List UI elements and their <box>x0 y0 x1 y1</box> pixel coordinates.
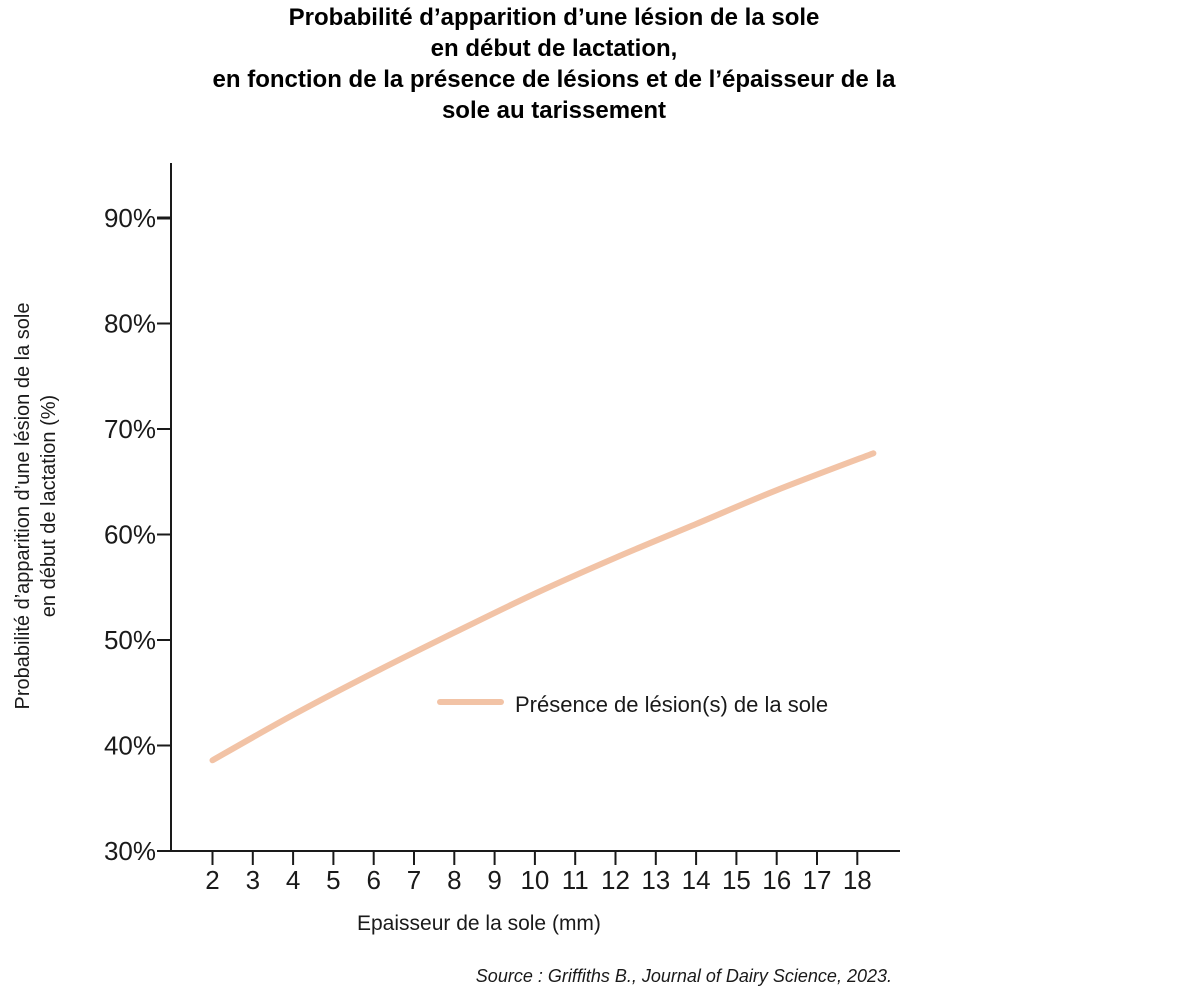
x-tick-label: 13 <box>641 865 670 895</box>
legend: Présence de lésion(s) de la sole <box>437 692 828 717</box>
x-tick-label: 10 <box>520 865 549 895</box>
y-axis-label-line: Probabilité d’apparition d’une lésion de… <box>12 302 34 710</box>
x-tick-label: 3 <box>246 865 260 895</box>
series-line <box>209 450 877 764</box>
y-axis-label-line: en début de lactation (%) <box>38 394 60 618</box>
x-tick-label: 2 <box>205 865 219 895</box>
y-tick-label: 90% <box>104 203 156 233</box>
x-tick-label: 14 <box>682 865 711 895</box>
x-tick-label: 15 <box>722 865 751 895</box>
y-tick-label: 40% <box>104 731 156 761</box>
axes <box>170 163 900 852</box>
x-tick-label: 4 <box>286 865 300 895</box>
legend-label: Présence de lésion(s) de la sole <box>515 692 828 717</box>
x-tick-label: 5 <box>326 865 340 895</box>
title-line: sole au tarissement <box>441 97 667 124</box>
title-line: en fonction de la présence de lésions et… <box>212 66 896 93</box>
x-tick-label: 17 <box>803 865 832 895</box>
x-tick-label: 7 <box>407 865 421 895</box>
x-axis-label: Epaisseur de la sole (mm) <box>357 912 601 935</box>
y-tick-label: 70% <box>104 414 156 444</box>
x-tick-label: 9 <box>487 865 501 895</box>
title-line: Probabilité d’apparition d’une lésion de… <box>288 4 820 31</box>
y-ticks: 30% 40% 50% 60% 70% 80% 90% <box>104 203 171 866</box>
series-group <box>209 450 877 764</box>
title-line: en début de lactation, <box>430 35 678 62</box>
y-tick-label: 30% <box>104 836 156 866</box>
x-tick-label: 18 <box>843 865 872 895</box>
y-axis-label: Probabilité d’apparition d’une lésion de… <box>10 246 62 766</box>
x-ticks: 2 3 4 5 6 7 8 9 10 11 12 13 14 15 16 17 18 <box>205 851 872 895</box>
x-tick-label: 11 <box>562 865 589 895</box>
x-tick-label: 12 <box>601 865 630 895</box>
x-tick-label: 16 <box>762 865 791 895</box>
y-tick-label: 80% <box>104 309 156 339</box>
chart-title: Probabilité d’apparition d’une lésion de… <box>0 2 1108 126</box>
x-tick-label: 8 <box>447 865 461 895</box>
y-tick-label: 50% <box>104 625 156 655</box>
x-tick-label: 6 <box>366 865 380 895</box>
source-note: Source : Griffiths B., Journal of Dairy … <box>475 966 892 986</box>
y-tick-label: 60% <box>104 520 156 550</box>
